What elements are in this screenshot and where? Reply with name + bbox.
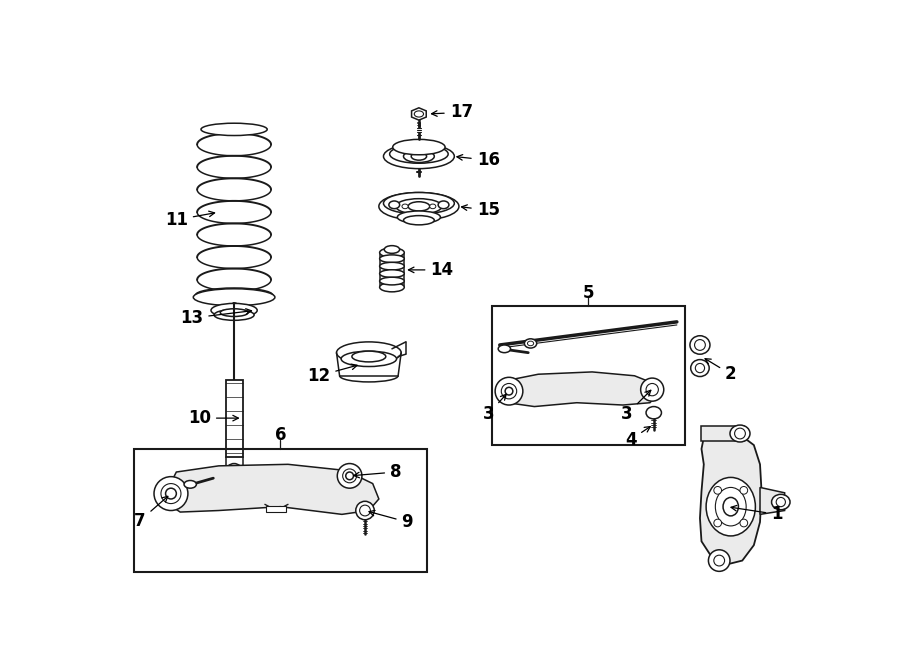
Ellipse shape [740, 486, 748, 494]
Text: 7: 7 [134, 496, 167, 529]
Ellipse shape [356, 501, 374, 520]
Ellipse shape [390, 145, 448, 163]
Text: 15: 15 [462, 201, 500, 219]
Ellipse shape [505, 387, 513, 395]
Ellipse shape [380, 277, 404, 285]
Ellipse shape [723, 498, 738, 516]
Ellipse shape [414, 111, 424, 117]
Ellipse shape [714, 486, 722, 494]
Ellipse shape [714, 555, 724, 566]
Ellipse shape [380, 262, 404, 270]
Ellipse shape [383, 192, 454, 214]
Ellipse shape [384, 246, 400, 253]
Ellipse shape [341, 351, 397, 367]
Text: 14: 14 [409, 261, 454, 279]
Ellipse shape [734, 428, 745, 439]
Ellipse shape [408, 202, 429, 211]
Ellipse shape [232, 470, 237, 475]
Ellipse shape [646, 407, 662, 419]
Text: 13: 13 [180, 309, 251, 327]
Text: 12: 12 [307, 364, 357, 385]
Ellipse shape [411, 153, 427, 160]
Ellipse shape [211, 303, 257, 317]
Ellipse shape [525, 339, 536, 348]
Ellipse shape [195, 288, 273, 302]
Ellipse shape [360, 505, 371, 516]
Ellipse shape [396, 199, 442, 214]
Bar [266, 506, 286, 512]
Ellipse shape [527, 341, 534, 346]
Ellipse shape [214, 309, 254, 321]
Ellipse shape [690, 360, 709, 377]
Ellipse shape [352, 351, 386, 362]
Ellipse shape [389, 201, 400, 209]
Ellipse shape [338, 463, 362, 488]
Ellipse shape [380, 248, 404, 257]
Polygon shape [760, 487, 785, 514]
Ellipse shape [201, 123, 267, 136]
Text: 2: 2 [705, 359, 736, 383]
Text: 3: 3 [482, 394, 506, 423]
Text: 4: 4 [625, 426, 651, 449]
Ellipse shape [740, 519, 748, 527]
Bar [134, 449, 427, 572]
Ellipse shape [402, 204, 408, 209]
Polygon shape [166, 464, 379, 514]
Ellipse shape [706, 477, 755, 536]
Ellipse shape [646, 383, 659, 396]
Ellipse shape [438, 201, 449, 209]
Text: 6: 6 [274, 426, 286, 444]
Ellipse shape [230, 467, 238, 477]
Ellipse shape [194, 289, 274, 305]
Ellipse shape [696, 364, 705, 373]
Ellipse shape [708, 550, 730, 571]
Ellipse shape [499, 345, 510, 353]
Ellipse shape [690, 336, 710, 354]
Text: 1: 1 [731, 506, 783, 524]
Ellipse shape [495, 377, 523, 405]
Text: 11: 11 [165, 211, 214, 229]
Ellipse shape [695, 340, 706, 350]
Text: 9: 9 [369, 510, 413, 531]
Ellipse shape [380, 283, 404, 292]
Ellipse shape [154, 477, 188, 510]
Text: 5: 5 [582, 284, 594, 301]
Text: 8: 8 [354, 463, 401, 481]
Bar [701, 426, 743, 442]
Ellipse shape [776, 498, 786, 507]
Ellipse shape [714, 519, 722, 527]
Text: 16: 16 [457, 151, 500, 169]
Text: 3: 3 [621, 390, 651, 423]
Polygon shape [700, 430, 761, 564]
Ellipse shape [501, 383, 517, 399]
Ellipse shape [383, 144, 454, 169]
Ellipse shape [403, 150, 435, 163]
Ellipse shape [184, 481, 196, 488]
Ellipse shape [379, 192, 459, 220]
Ellipse shape [392, 139, 446, 155]
Ellipse shape [429, 204, 436, 209]
Ellipse shape [641, 378, 664, 401]
Ellipse shape [161, 484, 181, 504]
Ellipse shape [397, 211, 440, 223]
Ellipse shape [716, 487, 746, 526]
Ellipse shape [730, 425, 750, 442]
Ellipse shape [771, 494, 790, 510]
Text: 10: 10 [188, 409, 238, 427]
Ellipse shape [220, 309, 248, 317]
Polygon shape [506, 372, 658, 407]
Ellipse shape [380, 255, 404, 262]
Ellipse shape [166, 488, 176, 499]
Ellipse shape [343, 469, 356, 483]
Ellipse shape [403, 215, 435, 225]
Ellipse shape [337, 342, 401, 364]
Polygon shape [411, 108, 427, 120]
Bar [492, 307, 685, 445]
Ellipse shape [346, 472, 354, 480]
Ellipse shape [380, 270, 404, 278]
Ellipse shape [226, 463, 243, 481]
Text: 17: 17 [431, 103, 472, 122]
Bar [226, 379, 243, 457]
